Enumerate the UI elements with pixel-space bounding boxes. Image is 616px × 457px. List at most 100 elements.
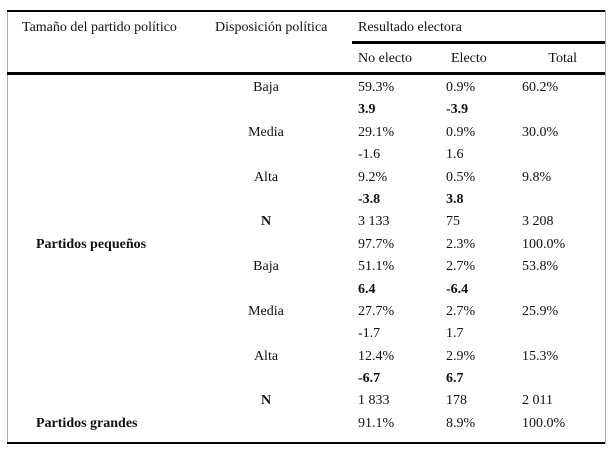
cell-total: [516, 368, 606, 390]
cell-total: 9.8%: [522, 169, 552, 185]
cell-party-size: [0, 189, 205, 211]
table-row: Baja 59.3% 0.9% 60.2%: [0, 77, 616, 99]
cell-party-size: [0, 256, 205, 278]
cell-no-electo: -6.7: [358, 371, 381, 387]
cell-no-electo: 51.1%: [358, 259, 395, 275]
cell-party-size: [0, 99, 205, 121]
table-row: Baja 51.1% 2.7% 53.8%: [0, 256, 616, 278]
cell-electo: 2.7%: [446, 303, 476, 319]
cell-total: [516, 99, 606, 121]
cell-disposition: [205, 368, 327, 390]
subheader-electo: Electo: [451, 51, 487, 66]
cell-electo: 2.9%: [446, 348, 476, 364]
column-header-result-group: Resultado electora: [358, 20, 462, 35]
cell-total: [516, 279, 606, 301]
cell-party-size: [0, 279, 205, 301]
cell-disposition: [205, 234, 327, 256]
table-bottom-rule: [7, 442, 605, 444]
cell-party-size: [0, 211, 205, 233]
cell-disposition: N: [260, 214, 272, 230]
table-row: Media 29.1% 0.9% 30.0%: [0, 122, 616, 144]
table-row: Alta 9.2% 0.5% 9.8%: [0, 167, 616, 189]
table-row: 3.9 -3.9: [0, 99, 616, 121]
table-row: N 1 833 178 2 011: [0, 390, 616, 412]
cell-total: 100.0%: [522, 236, 566, 252]
cell-total: 30.0%: [522, 124, 559, 140]
cell-disposition: Baja: [253, 259, 279, 275]
cell-no-electo: 97.7%: [358, 236, 395, 252]
cell-total: 25.9%: [522, 303, 559, 319]
cell-total: [516, 189, 606, 211]
cell-disposition: [205, 413, 327, 435]
cell-party-size: [0, 167, 205, 189]
cell-party-size: [0, 77, 205, 99]
column-header-party-size: Tamaño del partido político: [22, 20, 177, 35]
cell-party-size: [0, 144, 205, 166]
cell-electo: 2.3%: [446, 236, 476, 252]
cell-disposition: [205, 323, 327, 345]
cell-disposition: [205, 144, 327, 166]
cell-party-size: [0, 368, 205, 390]
cell-party-size: Partidos grandes: [36, 415, 138, 431]
table-row: Partidos pequeños 97.7% 2.3% 100.0%: [0, 234, 616, 256]
cell-no-electo: -1.6: [358, 147, 381, 163]
cell-electo: 8.9%: [446, 415, 476, 431]
table-row: 6.4 -6.4: [0, 279, 616, 301]
cell-no-electo: -3.8: [358, 191, 381, 207]
cell-no-electo: 59.3%: [358, 80, 395, 95]
cell-total: 100.0%: [522, 415, 566, 431]
cell-electo: 6.7: [446, 371, 464, 387]
table-row: -1.7 1.7: [0, 323, 616, 345]
cell-party-size: [0, 301, 205, 323]
header-separator-rule: [7, 72, 605, 75]
cell-no-electo: 27.7%: [358, 303, 395, 319]
cell-no-electo: 6.4: [358, 281, 376, 297]
cell-electo: 0.5%: [446, 169, 476, 185]
cell-total: [516, 144, 606, 166]
subheader-total: Total: [548, 51, 577, 66]
cell-no-electo: 29.1%: [358, 124, 395, 140]
cell-total: 15.3%: [522, 348, 559, 364]
cell-disposition: Alta: [253, 348, 279, 364]
cell-disposition: [205, 99, 327, 121]
cell-disposition: [205, 279, 327, 301]
cell-electo: 2.7%: [446, 259, 476, 275]
cell-disposition: Alta: [253, 169, 279, 185]
cell-electo: 1.7: [446, 326, 464, 342]
cell-total: [516, 323, 606, 345]
table-body: Baja 59.3% 0.9% 60.2% 3.9 -3.9 Media 29.…: [0, 77, 616, 435]
cell-no-electo: 12.4%: [358, 348, 395, 364]
table-row: N 3 133 75 3 208: [0, 211, 616, 233]
cell-total: 2 011: [522, 393, 553, 409]
cell-disposition: [205, 189, 327, 211]
cell-no-electo: 91.1%: [358, 415, 395, 431]
subheader-no-electo: No electo: [358, 51, 413, 66]
cell-party-size: [0, 323, 205, 345]
cell-electo: -6.4: [446, 281, 469, 297]
table-row: -6.7 6.7: [0, 368, 616, 390]
cell-party-size: [0, 390, 205, 412]
column-header-disposition: Disposición política: [215, 20, 328, 35]
cell-no-electo: 3 133: [358, 214, 390, 230]
cell-party-size: Partidos pequeños: [36, 236, 147, 252]
cell-disposition: Media: [248, 303, 284, 319]
cell-no-electo: 1 833: [358, 393, 390, 409]
cell-total: 60.2%: [522, 80, 559, 95]
cell-electo: 0.9%: [446, 80, 476, 95]
cell-party-size: [0, 346, 205, 368]
cell-electo: 1.6: [446, 147, 464, 163]
cell-total: 3 208: [522, 214, 554, 230]
table-left-border: [7, 10, 8, 444]
cell-no-electo: 3.9: [358, 102, 376, 118]
result-group-underline: [352, 41, 605, 44]
table-row: -1.6 1.6: [0, 144, 616, 166]
cell-no-electo: -1.7: [358, 326, 381, 342]
table-top-rule: [7, 10, 605, 12]
table-row: Partidos grandes 91.1% 8.9% 100.0%: [0, 413, 616, 435]
cell-no-electo: 9.2%: [358, 169, 388, 185]
cell-electo: 3.8: [446, 191, 464, 207]
cell-electo: 0.9%: [446, 124, 476, 140]
table-row: -3.8 3.8: [0, 189, 616, 211]
cell-party-size: [0, 122, 205, 144]
